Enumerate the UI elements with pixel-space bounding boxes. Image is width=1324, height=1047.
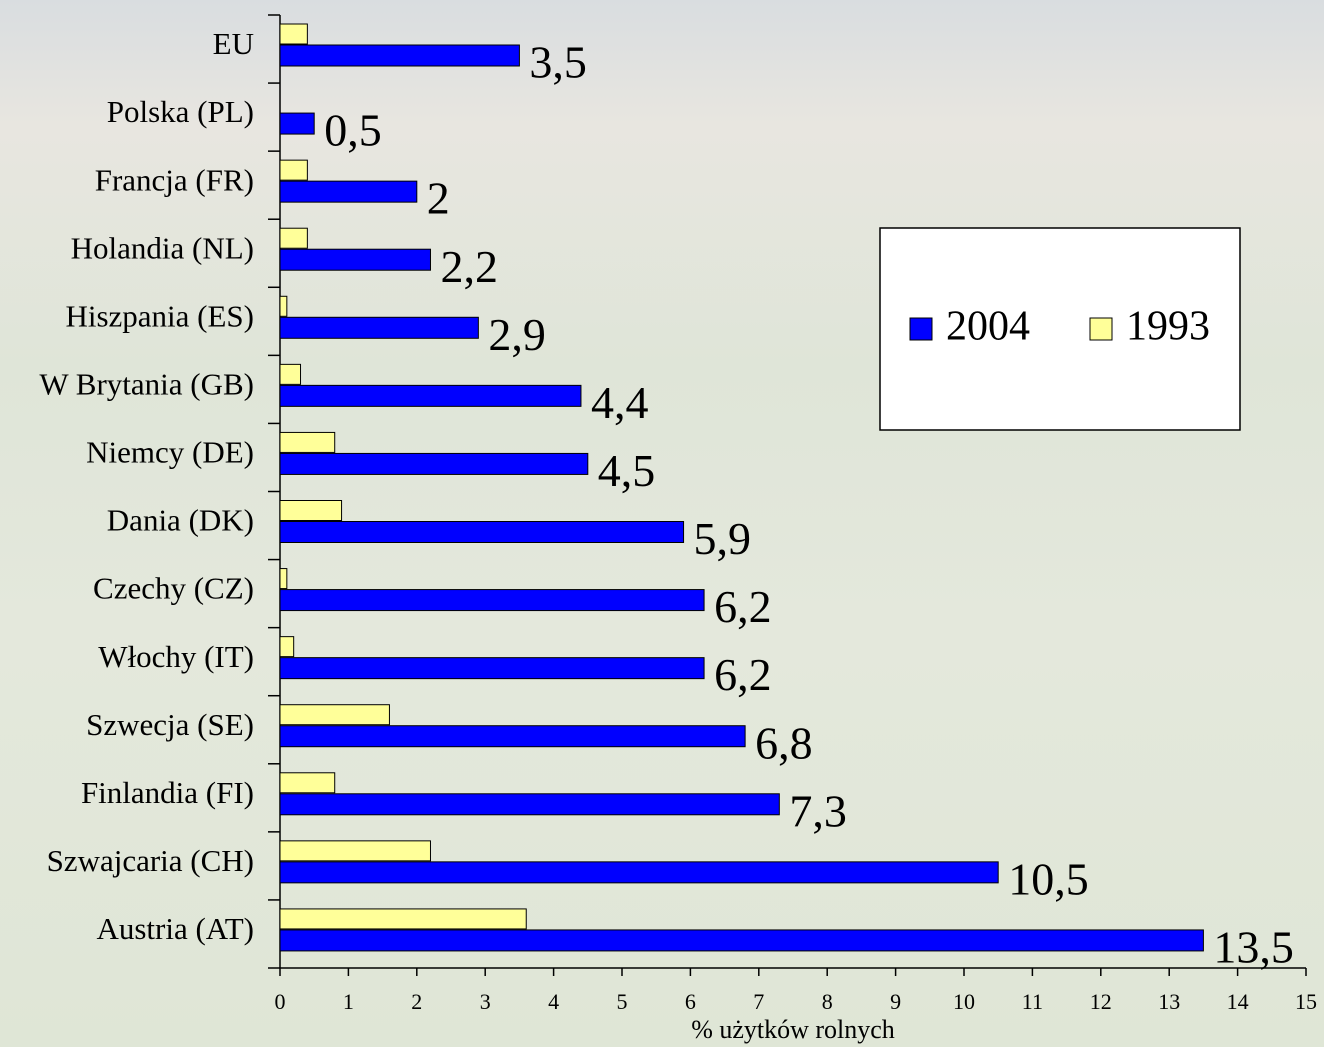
legend-swatch	[910, 318, 932, 340]
data-label: 7,3	[789, 785, 847, 836]
y-tick-label: W Brytania (GB)	[39, 367, 254, 402]
bar	[280, 590, 704, 611]
bar	[280, 453, 588, 474]
chart: % użytków rolnych 0123456789101112131415…	[0, 0, 1324, 1047]
bar	[280, 24, 307, 44]
y-tick-label: Dania (DK)	[107, 503, 254, 538]
y-tick-label: Francja (FR)	[95, 162, 254, 197]
x-tick-label: 12	[1090, 989, 1112, 1014]
legend: 2004 1993	[880, 228, 1240, 430]
bar	[280, 501, 342, 521]
bar	[280, 364, 301, 384]
bar	[280, 794, 779, 815]
bar	[280, 296, 287, 316]
x-tick-label: 7	[753, 989, 764, 1014]
bar	[280, 909, 526, 929]
x-tick-label: 0	[275, 989, 286, 1014]
bar	[280, 317, 478, 338]
x-tick-label: 9	[890, 989, 901, 1014]
y-tick-label: Polska (PL)	[107, 94, 254, 129]
data-label: 6,2	[714, 581, 772, 632]
data-label: 6,8	[755, 717, 813, 768]
x-tick-label: 13	[1158, 989, 1180, 1014]
bar	[280, 181, 417, 202]
y-tick-label: Szwecja (SE)	[86, 707, 254, 742]
data-label: 5,9	[694, 513, 752, 564]
x-tick-label: 3	[480, 989, 491, 1014]
bar	[280, 45, 519, 66]
bar	[280, 658, 704, 679]
bar	[280, 841, 430, 861]
bar	[280, 705, 389, 725]
bar	[280, 862, 998, 883]
data-label: 2,2	[440, 241, 498, 292]
bar	[280, 113, 314, 134]
data-label: 13,5	[1213, 921, 1294, 972]
legend-label: 1993	[1126, 304, 1210, 350]
x-tick-label: 4	[548, 989, 559, 1014]
x-tick-label: 10	[953, 989, 975, 1014]
bar	[280, 522, 684, 543]
x-tick-label: 11	[1022, 989, 1043, 1014]
bar	[280, 432, 335, 452]
y-tick-label: Niemcy (DE)	[86, 435, 254, 470]
x-axis-title: % użytków rolnych	[691, 1015, 895, 1044]
y-tick-label: Holandia (NL)	[71, 230, 254, 265]
bar	[280, 160, 307, 180]
bar	[280, 249, 430, 270]
x-tick-label: 6	[685, 989, 696, 1014]
bar	[280, 726, 745, 747]
y-tick-label: Finlandia (FI)	[81, 775, 254, 810]
x-tick-label: 5	[617, 989, 628, 1014]
data-label: 4,5	[598, 445, 656, 496]
data-label: 10,5	[1008, 853, 1088, 904]
data-label: 2	[427, 173, 450, 224]
x-tick-label: 1	[343, 989, 354, 1014]
data-label: 6,2	[714, 649, 772, 700]
bar	[280, 228, 307, 248]
y-tick-label: Czechy (CZ)	[93, 571, 254, 606]
x-tick-label: 14	[1227, 989, 1249, 1014]
data-label: 4,4	[591, 377, 649, 428]
bar	[280, 930, 1203, 951]
y-tick-label: Szwajcaria (CH)	[47, 843, 254, 878]
bar	[280, 773, 335, 793]
x-tick-label: 8	[822, 989, 833, 1014]
legend-swatch	[1090, 318, 1112, 340]
bar	[280, 637, 294, 657]
y-tick-label: Włochy (IT)	[98, 639, 254, 674]
y-tick-label: Austria (AT)	[96, 911, 254, 946]
y-tick-label: EU	[213, 26, 254, 61]
x-tick-label: 15	[1295, 989, 1317, 1014]
x-tick-label: 2	[411, 989, 422, 1014]
data-label: 0,5	[324, 105, 382, 156]
data-label: 2,9	[488, 309, 546, 360]
data-label: 3,5	[529, 37, 587, 88]
bar	[280, 385, 581, 406]
y-tick-label: Hiszpania (ES)	[65, 298, 254, 333]
bar	[280, 569, 287, 589]
legend-label: 2004	[946, 304, 1030, 350]
